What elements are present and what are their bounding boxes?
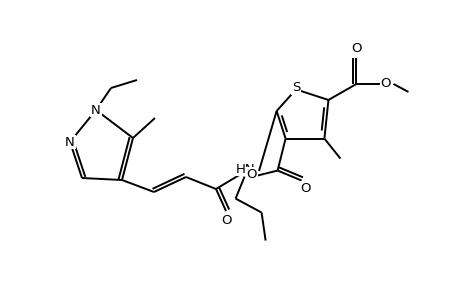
- Text: N: N: [91, 103, 101, 116]
- Text: O: O: [351, 43, 361, 56]
- Text: HN: HN: [235, 163, 255, 176]
- Text: O: O: [300, 182, 310, 195]
- Text: S: S: [291, 81, 300, 94]
- Text: O: O: [246, 168, 256, 181]
- Text: O: O: [221, 214, 232, 226]
- Text: N: N: [65, 136, 75, 148]
- Text: O: O: [380, 77, 390, 91]
